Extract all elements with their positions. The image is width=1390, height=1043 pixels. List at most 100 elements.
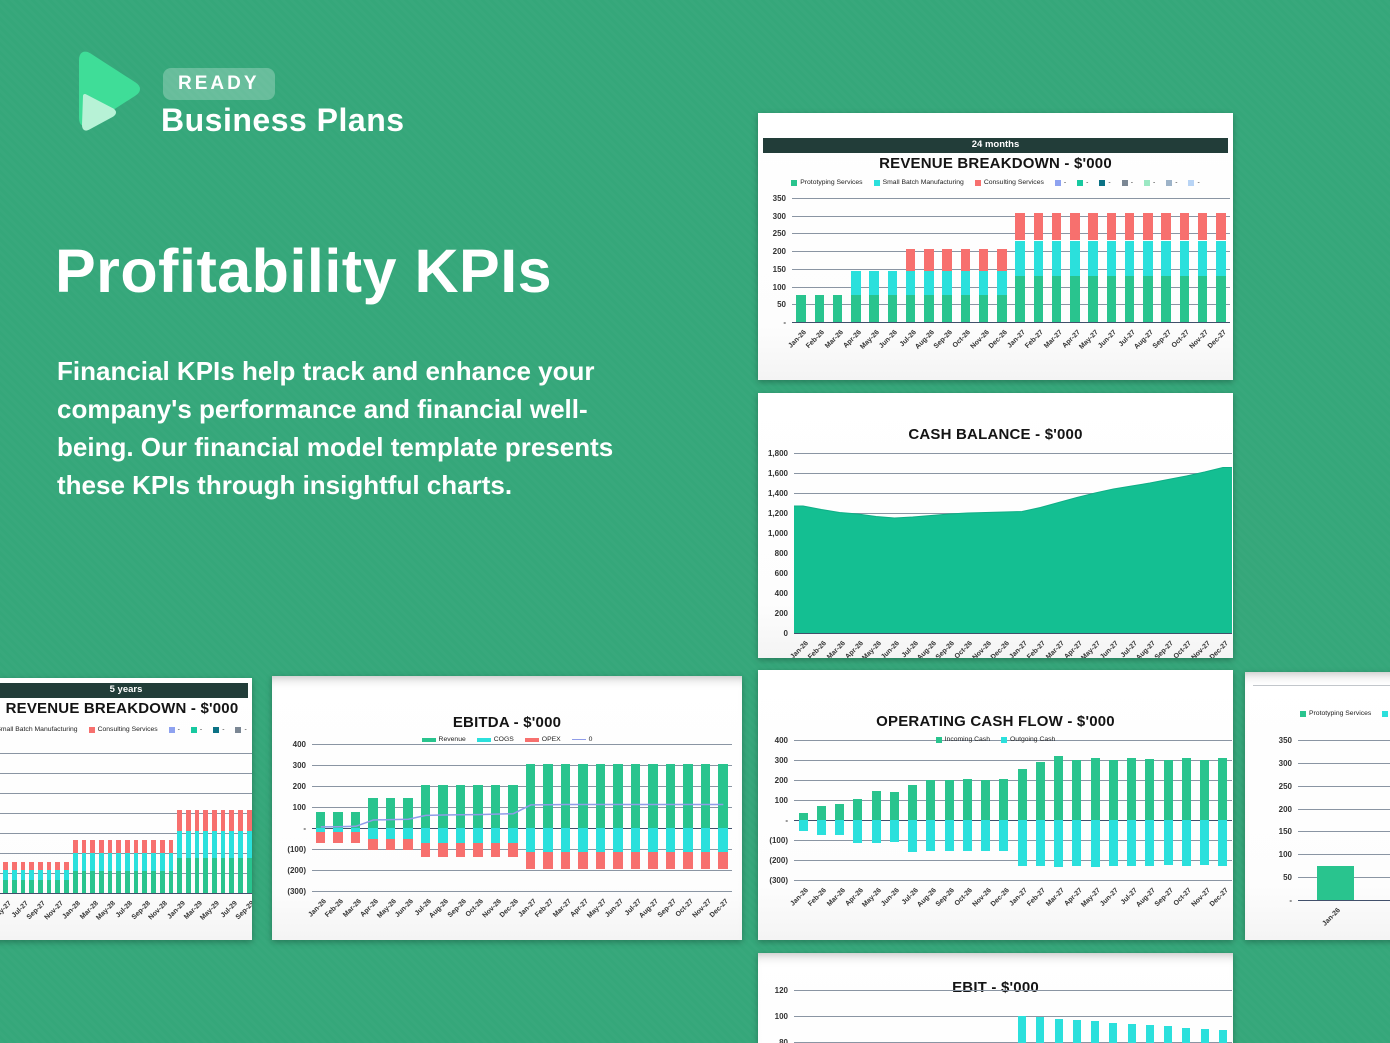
bar-segment — [942, 295, 952, 322]
bar-segment — [1017, 820, 1027, 866]
gridline — [1298, 785, 1390, 787]
bar-segment — [1054, 1018, 1063, 1043]
bar-segment — [718, 852, 728, 869]
bar-segment — [133, 870, 139, 893]
bar-segment — [159, 853, 165, 871]
chart-card-cash-balance: CASH BALANCE - $'000 0 200 400 600 800 1,000 1… — [758, 393, 1233, 658]
bar-segment — [871, 791, 881, 820]
bar-segment — [3, 880, 8, 893]
bar-segment — [1163, 760, 1173, 820]
bar-segment — [832, 295, 843, 322]
bar-segment — [718, 828, 728, 853]
bar-segment — [543, 763, 553, 828]
y-tick-label: 100 — [772, 282, 786, 292]
bar-segment — [1145, 1025, 1154, 1043]
legend-swatch — [213, 726, 220, 733]
y-tick-label: 350 — [1278, 736, 1292, 745]
gridline — [794, 840, 1232, 841]
bar-segment — [246, 830, 252, 858]
bar-segment — [385, 838, 396, 851]
gridline — [0, 753, 252, 754]
y-tick-label: 300 — [772, 211, 786, 221]
gridline — [312, 828, 732, 829]
bar-segment — [1124, 275, 1135, 322]
bar-segment — [151, 840, 156, 853]
bar-segment — [1090, 758, 1100, 820]
y-tick-label: (300) — [287, 887, 306, 896]
y-tick-label: 300 — [292, 761, 306, 770]
legend-swatch — [235, 726, 242, 733]
chart-card-ebitda: EBITDA - $'000 (300) (200) (100) - 100 200 300… — [272, 676, 742, 940]
bar-segment — [1109, 1022, 1118, 1043]
legend-swatch — [935, 736, 942, 743]
bar-segment — [887, 270, 898, 296]
bar-segment — [700, 763, 711, 828]
bar-segment — [1200, 820, 1210, 865]
bar-segment — [1161, 213, 1171, 241]
bar-segment — [238, 858, 243, 893]
bar-segment — [473, 828, 483, 843]
legend-label: Outgoing Cash — [1010, 736, 1056, 743]
gridline — [794, 513, 1232, 514]
legend-swatch — [1121, 179, 1128, 186]
legend-swatch — [88, 726, 95, 733]
bar-segment — [133, 853, 139, 871]
y-tick-label: 600 — [774, 569, 788, 578]
bar-segment — [978, 295, 989, 322]
ready-badge: READY — [163, 68, 275, 100]
bar-segment — [368, 797, 378, 828]
bar-segment — [38, 880, 43, 893]
bar-segment — [64, 880, 69, 893]
chart-plot-ebitda: (300) (200) (100) -100 200 300 400 Jan-26 Feb-26… — [272, 676, 742, 940]
bar-segment — [1182, 1027, 1191, 1043]
x-tick-label: Feb-26 — [1381, 907, 1390, 940]
legend-label: Prototyping Services — [1309, 710, 1372, 717]
bar-segment — [525, 763, 536, 828]
bar-segment — [508, 785, 518, 828]
bar-segment — [960, 270, 971, 296]
legend-label: - — [244, 726, 247, 733]
bar-segment — [1161, 240, 1171, 276]
bar-segment — [142, 840, 148, 853]
y-tick-label: 400 — [774, 736, 788, 745]
legend-swatch — [476, 737, 491, 742]
bar-segment — [20, 870, 26, 880]
gridline — [794, 613, 1232, 614]
legend-item: 0 — [571, 736, 592, 743]
bar-segment — [246, 810, 252, 831]
y-tick-label: 300 — [1278, 758, 1292, 768]
legend-swatch — [1382, 710, 1389, 717]
legend-item: Small Batch Manufacturing — [873, 179, 964, 186]
bar-segment — [151, 853, 156, 871]
bar-segment — [798, 813, 808, 820]
legend-label: - — [222, 726, 225, 733]
chart-overlay — [794, 467, 1232, 633]
bar-segment — [177, 830, 182, 858]
bar-segment — [908, 820, 918, 852]
legend-label: - — [1152, 179, 1156, 186]
bar-segment — [116, 853, 122, 871]
legend-swatch — [1099, 179, 1106, 186]
bar-segment — [1033, 240, 1044, 276]
bar-segment — [613, 763, 623, 828]
bar-segment — [90, 870, 95, 893]
bar-segment — [38, 870, 43, 880]
gridline — [312, 849, 732, 850]
y-tick-label: 200 — [1278, 804, 1292, 814]
bar-segment — [438, 842, 448, 858]
legend-swatch — [1054, 179, 1061, 186]
legend-label: - — [1130, 179, 1133, 186]
bar-segment — [11, 862, 17, 870]
y-tick-label: 200 — [292, 782, 306, 791]
legend-label: - — [1086, 179, 1089, 186]
legend-item: - — [1077, 179, 1088, 186]
bar-segment — [525, 828, 536, 853]
bar-segment — [72, 840, 78, 853]
bar-segment — [1218, 1030, 1227, 1043]
bar-segment — [718, 763, 728, 828]
bar-segment — [1197, 213, 1208, 241]
y-tick-label: (200) — [769, 856, 788, 865]
chart-card-ebit: EBIT - $'000 020406080100120 — [758, 953, 1233, 1043]
bar-segment — [851, 295, 861, 322]
